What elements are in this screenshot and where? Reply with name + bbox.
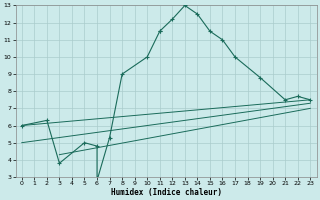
X-axis label: Humidex (Indice chaleur): Humidex (Indice chaleur) [110,188,221,197]
